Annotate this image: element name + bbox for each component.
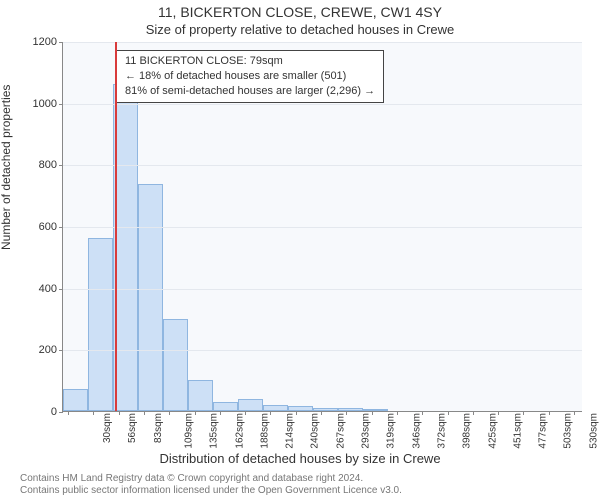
chart-title: 11, BICKERTON CLOSE, CREWE, CW1 4SY xyxy=(0,4,600,20)
chart-container: 11, BICKERTON CLOSE, CREWE, CW1 4SY Size… xyxy=(0,0,600,500)
x-tick-mark xyxy=(549,411,550,415)
gridline xyxy=(63,165,582,166)
x-tick-mark xyxy=(346,411,347,415)
x-tick-mark xyxy=(195,411,196,415)
y-tick-mark xyxy=(59,165,63,166)
gridline xyxy=(63,289,582,290)
x-tick-mark xyxy=(68,411,69,415)
x-tick-mark xyxy=(473,411,474,415)
x-tick-mark xyxy=(270,411,271,415)
plot-area: 11 BICKERTON CLOSE: 79sqm ← 18% of detac… xyxy=(62,42,582,412)
x-axis-label: Distribution of detached houses by size … xyxy=(0,451,600,466)
histogram-bar xyxy=(213,402,238,411)
y-tick-mark xyxy=(59,412,63,413)
footer-line-2: Contains public sector information licen… xyxy=(20,485,402,496)
x-tick-label: 188sqm xyxy=(260,413,271,449)
gridline xyxy=(63,227,582,228)
y-tick-label: 0 xyxy=(51,406,57,418)
gridline xyxy=(63,104,582,105)
y-tick-label: 400 xyxy=(39,283,57,295)
x-tick-label: 346sqm xyxy=(412,413,423,449)
x-tick-label: 425sqm xyxy=(488,413,499,449)
histogram-bar xyxy=(88,238,113,411)
y-tick-mark xyxy=(59,42,63,43)
gridline xyxy=(63,350,582,351)
histogram-bar xyxy=(288,406,313,411)
x-tick-label: 530sqm xyxy=(589,413,600,449)
x-tick-label: 267sqm xyxy=(336,413,347,449)
histogram-bar xyxy=(188,380,213,411)
annotation-line-1: 11 BICKERTON CLOSE: 79sqm xyxy=(125,54,375,69)
x-tick-mark xyxy=(93,411,94,415)
x-tick-label: 162sqm xyxy=(235,413,246,449)
x-tick-mark xyxy=(372,411,373,415)
x-tick-label: 214sqm xyxy=(285,413,296,449)
x-tick-mark xyxy=(321,411,322,415)
x-tick-label: 56sqm xyxy=(127,413,138,443)
x-tick-mark xyxy=(523,411,524,415)
x-tick-label: 293sqm xyxy=(361,413,372,449)
y-tick-mark xyxy=(59,289,63,290)
x-tick-mark xyxy=(296,411,297,415)
x-tick-mark xyxy=(448,411,449,415)
marker-line xyxy=(115,42,117,411)
histogram-bar xyxy=(138,184,163,411)
annotation-line-3: 81% of semi-detached houses are larger (… xyxy=(125,84,375,99)
y-tick-mark xyxy=(59,104,63,105)
x-tick-label: 503sqm xyxy=(563,413,574,449)
chart-subtitle: Size of property relative to detached ho… xyxy=(0,22,600,37)
y-tick-label: 1200 xyxy=(33,36,57,48)
x-tick-mark xyxy=(498,411,499,415)
x-tick-label: 109sqm xyxy=(183,413,194,449)
y-axis-label: Number of detached properties xyxy=(0,85,13,250)
x-tick-label: 398sqm xyxy=(462,413,473,449)
x-tick-mark xyxy=(574,411,575,415)
x-tick-mark xyxy=(119,411,120,415)
x-tick-mark xyxy=(422,411,423,415)
histogram-bar xyxy=(363,409,388,411)
histogram-bar xyxy=(238,399,263,411)
y-tick-label: 200 xyxy=(39,344,57,356)
x-tick-label: 30sqm xyxy=(102,413,113,443)
x-tick-mark xyxy=(169,411,170,415)
x-tick-label: 372sqm xyxy=(437,413,448,449)
histogram-bar xyxy=(263,405,288,411)
y-tick-mark xyxy=(59,350,63,351)
x-tick-mark xyxy=(245,411,246,415)
x-tick-label: 477sqm xyxy=(538,413,549,449)
histogram-bar xyxy=(338,408,363,411)
x-tick-label: 135sqm xyxy=(209,413,220,449)
y-tick-label: 600 xyxy=(39,221,57,233)
annotation-line-2: ← 18% of detached houses are smaller (50… xyxy=(125,69,375,84)
y-tick-mark xyxy=(59,227,63,228)
x-tick-label: 319sqm xyxy=(386,413,397,449)
y-tick-label: 800 xyxy=(39,159,57,171)
x-tick-mark xyxy=(220,411,221,415)
histogram-bar xyxy=(63,389,88,411)
y-tick-label: 1000 xyxy=(33,98,57,110)
x-tick-label: 83sqm xyxy=(153,413,164,443)
gridline xyxy=(63,42,582,43)
histogram-bar xyxy=(313,408,338,411)
x-tick-label: 240sqm xyxy=(310,413,321,449)
footer-line-1: Contains HM Land Registry data © Crown c… xyxy=(20,473,363,484)
x-tick-label: 451sqm xyxy=(513,413,524,449)
histogram-bar xyxy=(163,319,188,412)
x-tick-mark xyxy=(397,411,398,415)
annotation-box: 11 BICKERTON CLOSE: 79sqm ← 18% of detac… xyxy=(116,50,384,103)
x-tick-mark xyxy=(144,411,145,415)
